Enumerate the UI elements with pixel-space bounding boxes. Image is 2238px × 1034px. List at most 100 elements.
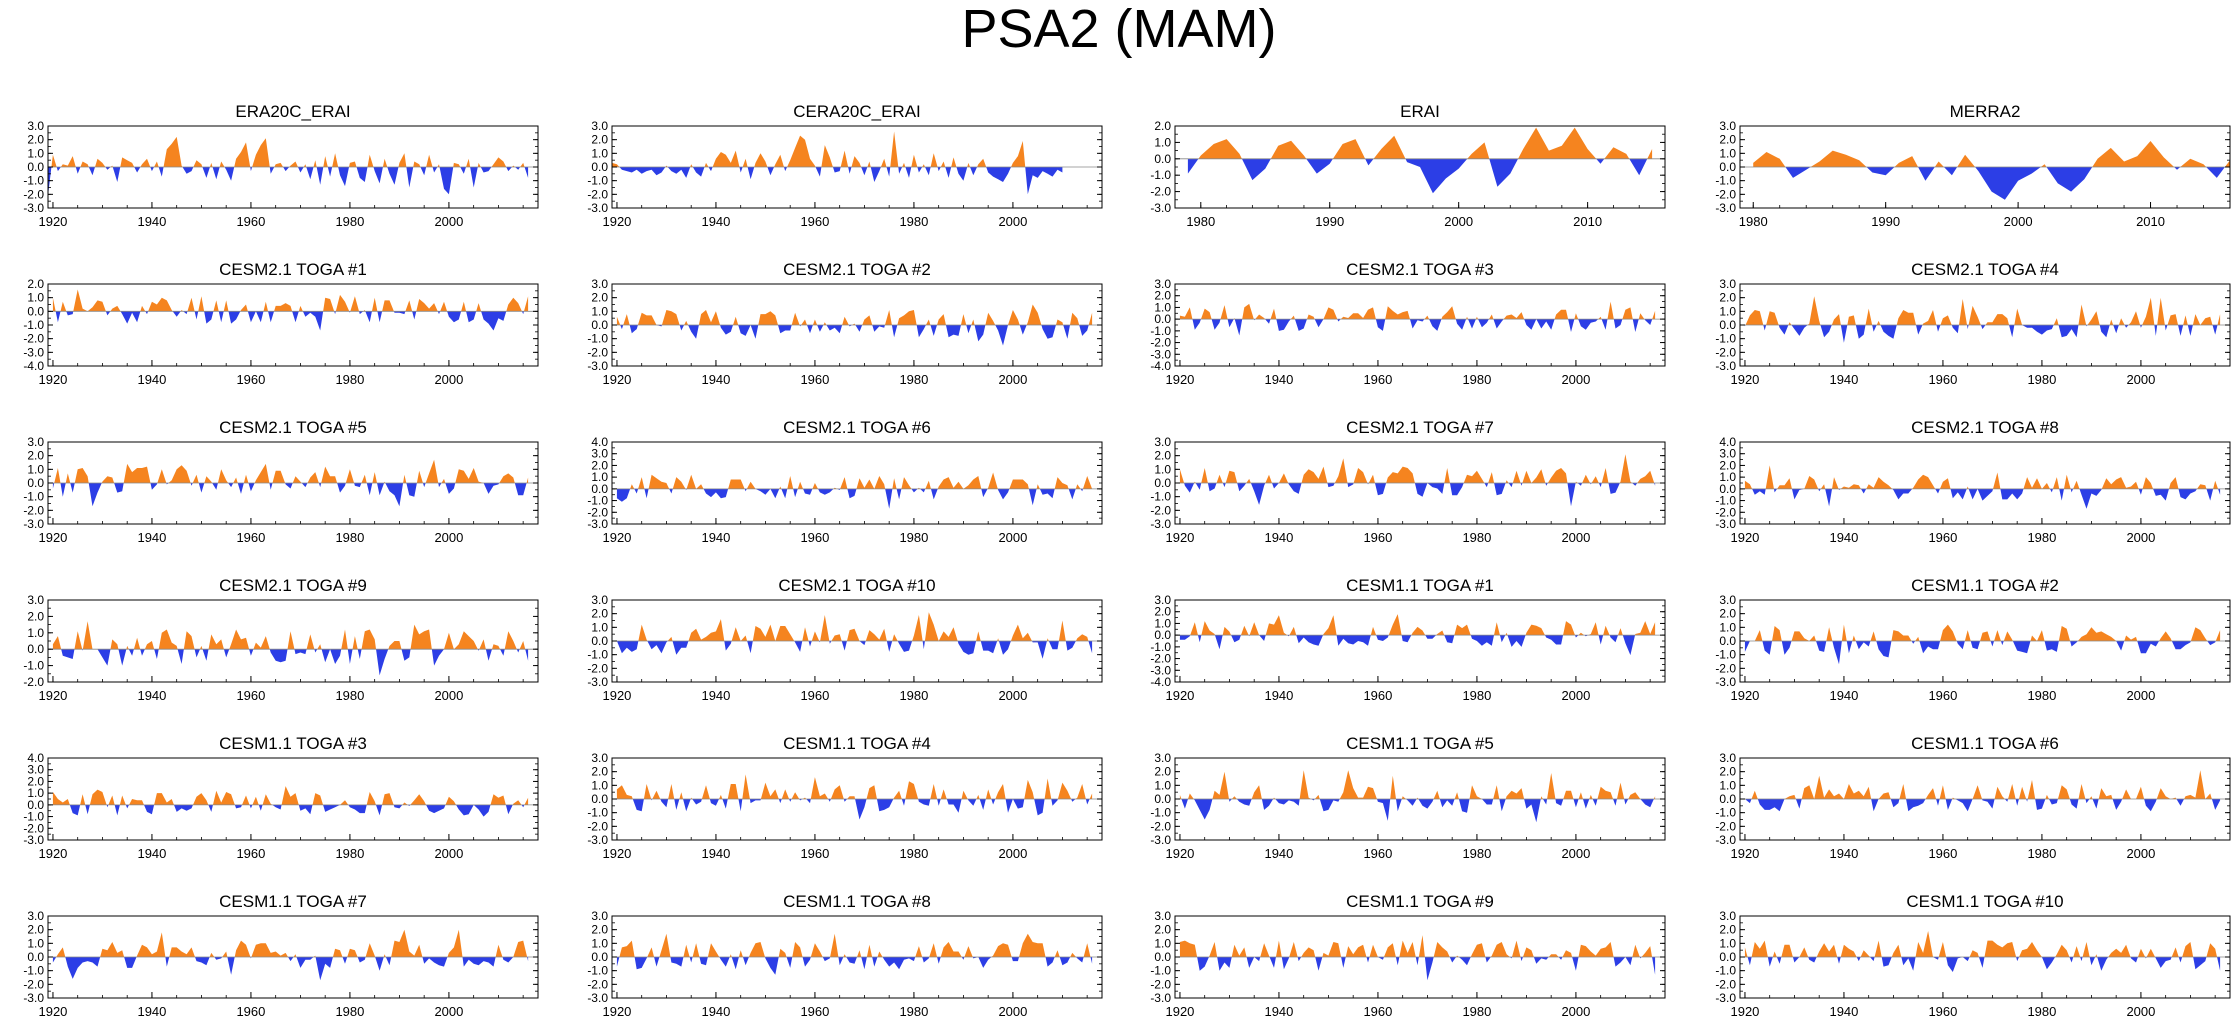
x-tick-label: 1960 [1928, 846, 1957, 861]
x-tick-label: 1960 [1363, 846, 1392, 861]
y-tick-label: 3.0 [1154, 909, 1171, 923]
y-tick-label: 1.0 [591, 936, 608, 950]
y-tick-label: 4.0 [27, 751, 44, 765]
x-tick-label: 1920 [602, 372, 631, 387]
panel-title: CESM2.1 TOGA #7 [1346, 418, 1494, 437]
x-tick-label: 2000 [998, 530, 1027, 545]
y-tick-label: -2.0 [1715, 345, 1736, 359]
positive-area [1744, 465, 2221, 489]
y-tick-label: 0.0 [27, 160, 44, 174]
negative-area [616, 641, 1093, 659]
x-tick-label: 1960 [1928, 1004, 1957, 1019]
x-tick-label: 2000 [2004, 214, 2033, 229]
negative-area [616, 799, 1093, 820]
positive-area [1179, 301, 1656, 320]
x-tick-label: 1960 [1363, 688, 1392, 703]
y-tick-label: 1.0 [1719, 620, 1736, 634]
panel-8: CESM2.1 TOGA #4 -3.0-2.0-1.00.01.02.03.0 1… [1715, 260, 2231, 387]
x-tick-label: 1940 [137, 372, 166, 387]
y-tick-label: 1.0 [591, 146, 608, 160]
y-tick-label: 1.0 [1154, 936, 1171, 950]
y-tick-label: 1.0 [27, 146, 44, 160]
y-tick-label: 0.0 [27, 304, 44, 318]
y-tick-label: 0.0 [27, 950, 44, 964]
plot-frame [611, 441, 1103, 525]
positive-area [1753, 141, 2230, 167]
panel-title: CESM1.1 TOGA #7 [219, 892, 367, 911]
panel-title: CESM1.1 TOGA #4 [783, 734, 931, 753]
y-tick-label: -1.0 [23, 659, 44, 673]
x-tick-label: 1920 [38, 688, 67, 703]
x-tick-label: 1960 [1363, 530, 1392, 545]
y-tick-label: 1.0 [1719, 936, 1736, 950]
positive-area [1744, 931, 2221, 957]
y-tick-label: -1.0 [23, 964, 44, 978]
y-tick-label: 2.0 [1154, 923, 1171, 937]
y-tick-label: 0.0 [1154, 312, 1171, 326]
positive-area [52, 929, 529, 957]
y-tick-label: 3.0 [591, 447, 608, 461]
x-tick-label: 1940 [1829, 530, 1858, 545]
y-tick-label: 1.0 [1719, 470, 1736, 484]
panel-title: CESM2.1 TOGA #1 [219, 260, 367, 279]
x-tick-label: 1960 [800, 372, 829, 387]
panel-11: CESM2.1 TOGA #7 -3.0-2.0-1.00.01.02.03.0 1… [1150, 418, 1666, 545]
x-tick-label: 1920 [1165, 1004, 1194, 1019]
y-tick-label: 2.0 [1154, 119, 1171, 133]
y-tick-label: 3.0 [591, 751, 608, 765]
x-tick-label: 1980 [2027, 530, 2056, 545]
y-tick-label: 2.0 [591, 765, 608, 779]
panel-20: CESM1.1 TOGA #6 -3.0-2.0-1.00.01.02.03.0 1… [1715, 734, 2231, 861]
positive-area [1190, 614, 1656, 636]
y-tick-label: -1.0 [587, 332, 608, 346]
positive-area [616, 774, 1093, 799]
x-tick-label: 1980 [2027, 688, 2056, 703]
panel-title: CESM1.1 TOGA #8 [783, 892, 931, 911]
negative-area [1179, 319, 1656, 336]
panel-16: CESM1.1 TOGA #2 -3.0-2.0-1.00.01.02.03.0 1… [1715, 576, 2231, 703]
y-tick-label: 2.0 [1719, 765, 1736, 779]
positive-area [616, 472, 1093, 489]
x-tick-label: 1940 [1264, 846, 1293, 861]
y-tick-label: 0.0 [27, 798, 44, 812]
x-tick-label: 1960 [1928, 372, 1957, 387]
negative-area [1179, 799, 1656, 823]
x-tick-label: 1960 [236, 1004, 265, 1019]
y-tick-label: -2.0 [1715, 505, 1736, 519]
y-tick-label: -2.0 [1715, 977, 1736, 991]
x-tick-label: 1990 [1315, 214, 1344, 229]
y-tick-label: 1.0 [1154, 616, 1171, 630]
y-tick-label: -1.0 [23, 810, 44, 824]
panel-17: CESM1.1 TOGA #3 -3.0-2.0-1.00.01.02.03.04… [23, 734, 539, 861]
x-tick-label: 1940 [137, 214, 166, 229]
negative-area [69, 804, 525, 817]
x-tick-label: 2000 [2126, 846, 2155, 861]
positive-area [1744, 770, 2221, 799]
x-tick-label: 2000 [1444, 214, 1473, 229]
y-tick-label: 2.0 [1719, 133, 1736, 147]
negative-area [1744, 641, 2221, 665]
x-tick-label: 1980 [899, 214, 928, 229]
y-tick-label: -2.0 [587, 819, 608, 833]
y-tick-label: 3.0 [1719, 593, 1736, 607]
y-tick-label: 0.0 [27, 476, 44, 490]
y-tick-label: -2.0 [587, 977, 608, 991]
negative-area [1179, 957, 1656, 981]
y-tick-label: 3.0 [27, 435, 44, 449]
x-tick-label: 1940 [701, 688, 730, 703]
y-tick-label: -4.0 [1150, 675, 1171, 689]
panel-title: CESM2.1 TOGA #2 [783, 260, 931, 279]
negative-area [52, 483, 529, 507]
y-tick-label: -2.0 [23, 821, 44, 835]
x-tick-label: 1960 [800, 214, 829, 229]
y-tick-label: 0.0 [1719, 792, 1736, 806]
positive-area [616, 933, 1093, 957]
y-tick-label: 3.0 [1719, 119, 1736, 133]
x-tick-label: 1960 [1928, 530, 1957, 545]
y-tick-label: -1.0 [587, 964, 608, 978]
x-tick-label: 2000 [998, 372, 1027, 387]
y-tick-label: -1.0 [1715, 494, 1736, 508]
y-tick-label: -4.0 [23, 359, 44, 373]
y-tick-label: 0.0 [1719, 160, 1736, 174]
